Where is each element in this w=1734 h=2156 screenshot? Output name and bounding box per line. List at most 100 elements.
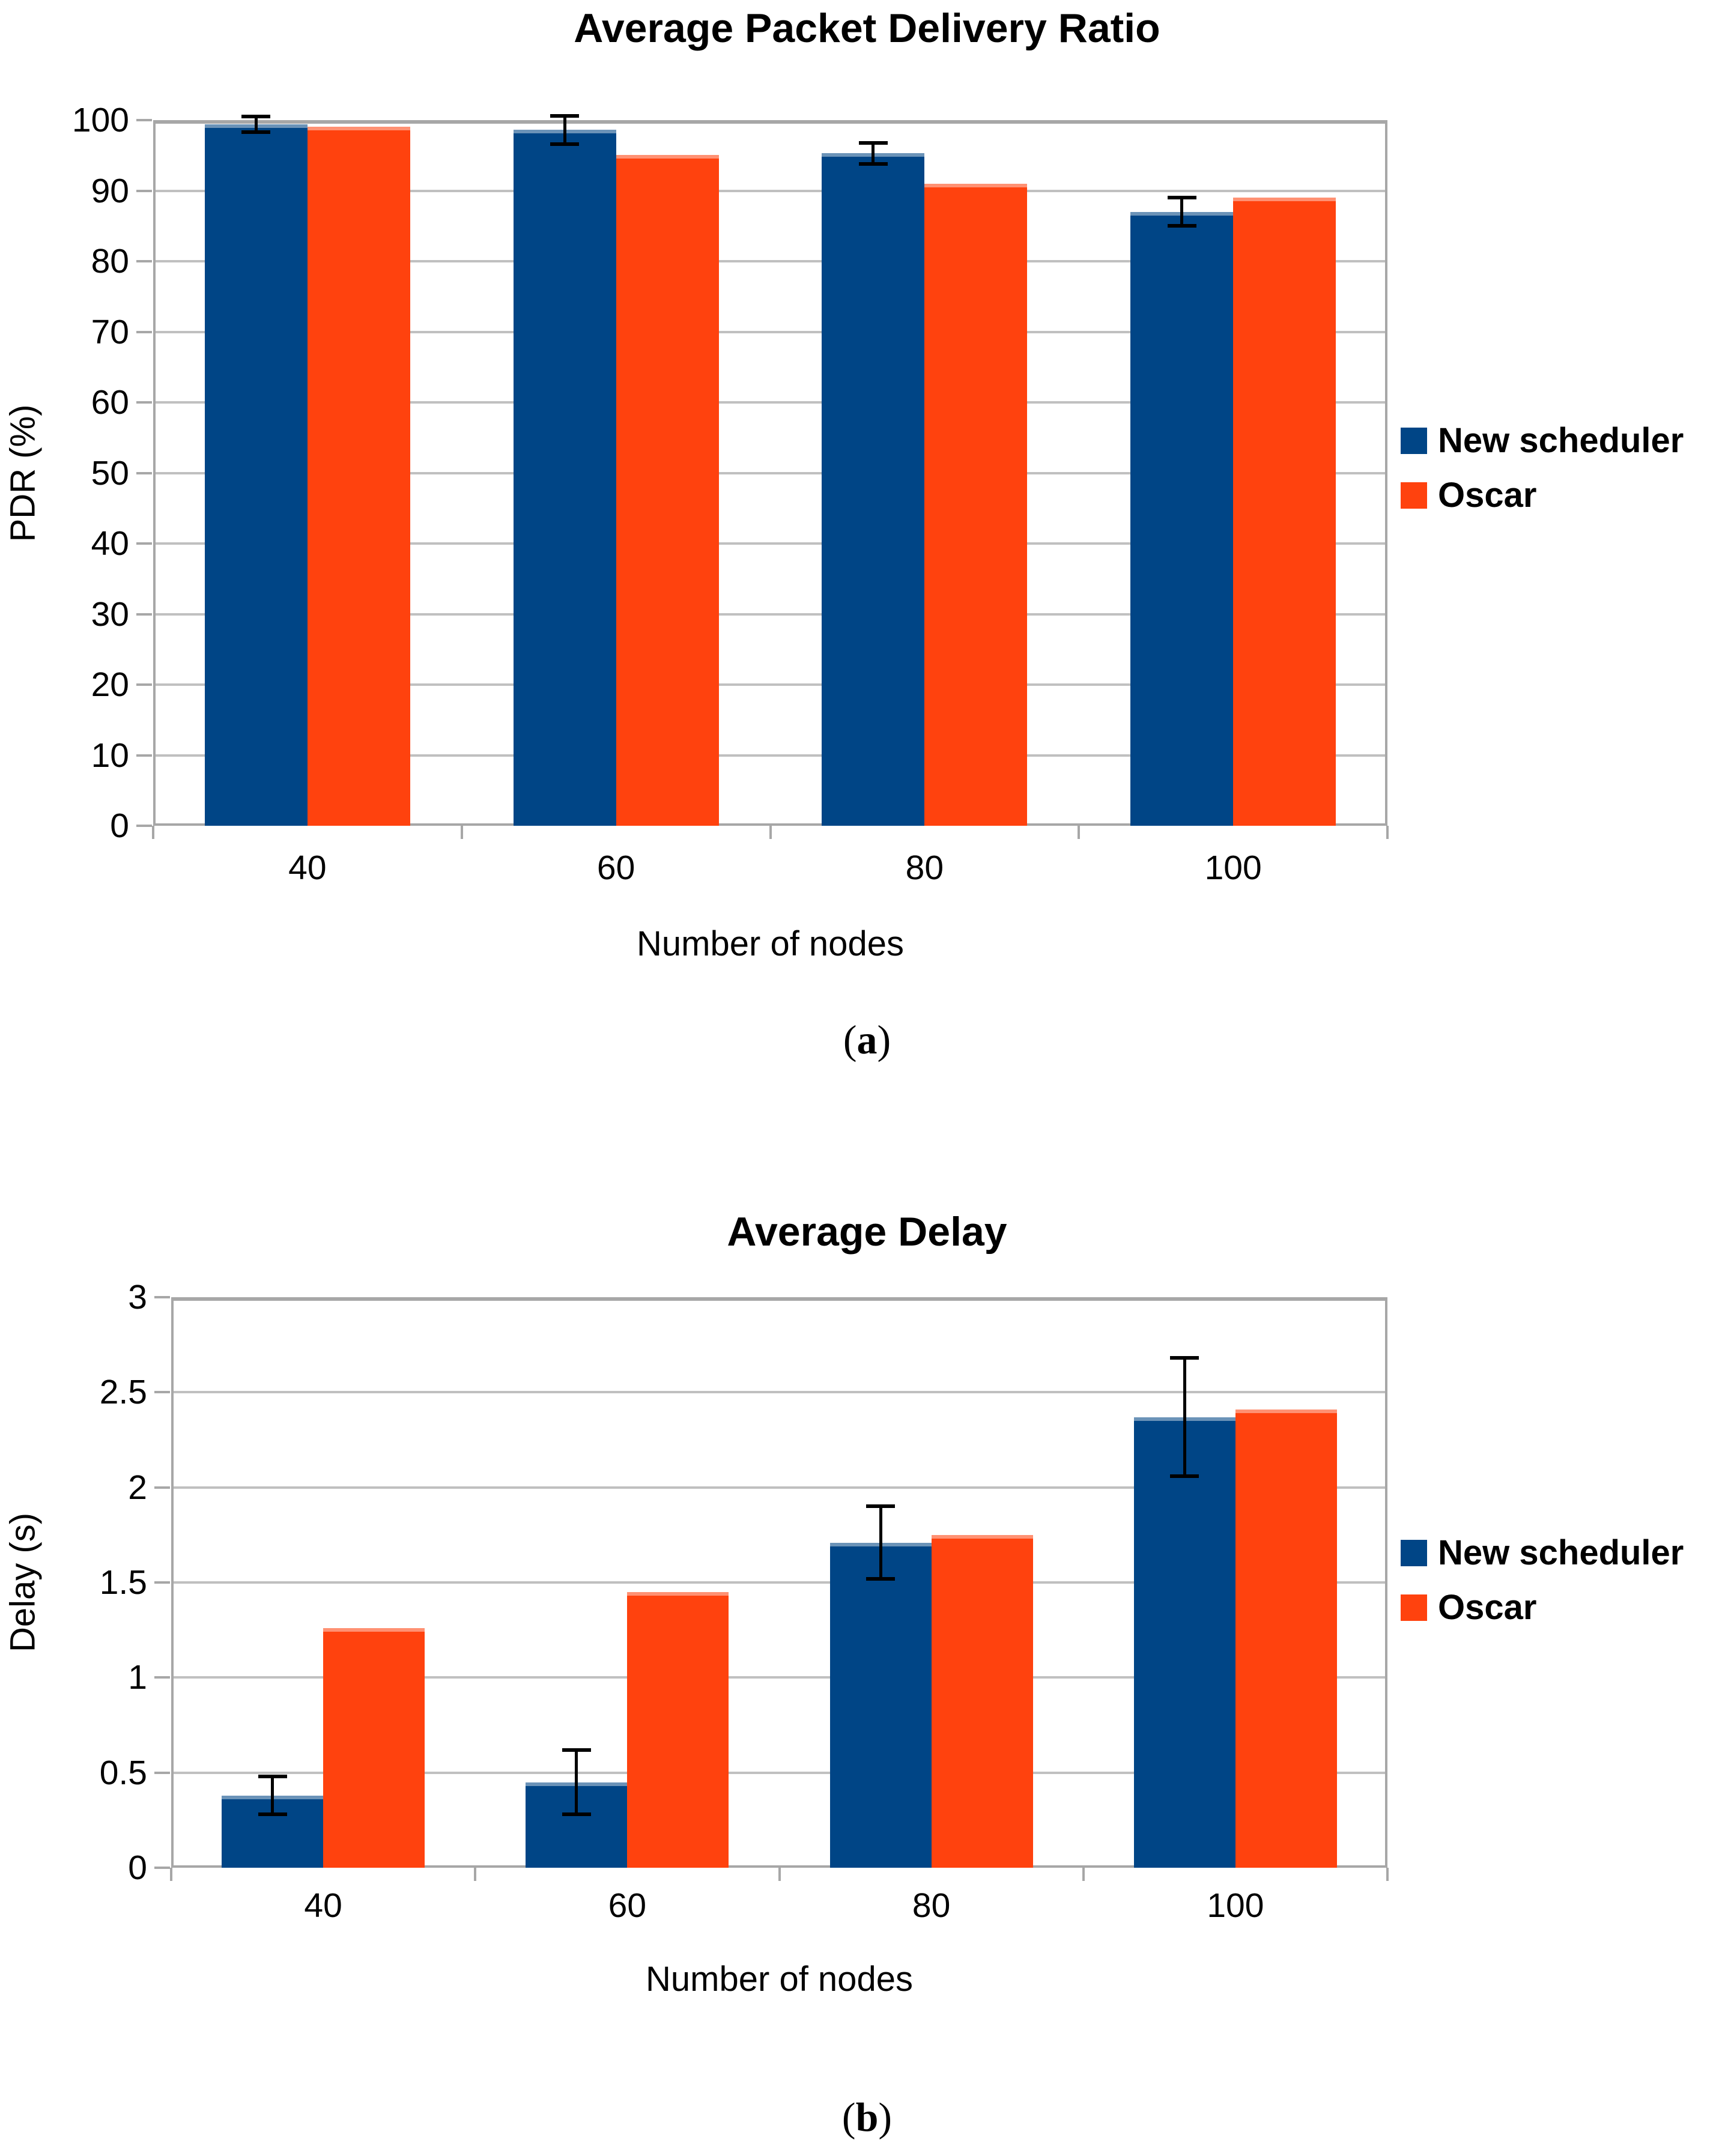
chart-a-plot-area [153, 114, 1387, 826]
error-bar-cap-bottom [858, 162, 888, 166]
plot-border-right [1385, 120, 1387, 826]
x-tick-mark [152, 826, 154, 839]
gridline [153, 330, 1387, 333]
gridline [153, 471, 1387, 474]
plot-border-bottom [153, 823, 1387, 826]
plot-border-left [171, 1297, 174, 1868]
chart-a-x-axis-title: Number of nodes [637, 924, 904, 963]
chart-b-plot-area [171, 1297, 1387, 1868]
y-tick-label: 50 [91, 453, 129, 492]
x-category-label: 60 [596, 849, 635, 887]
bar-top-highlight [307, 126, 410, 130]
y-tick-mark [136, 613, 152, 616]
legend-item: Oscar [1401, 475, 1684, 515]
bar-new-scheduler [204, 124, 308, 826]
legend-swatch [1401, 1594, 1427, 1621]
x-category-label: 40 [288, 849, 327, 887]
gridline [153, 401, 1387, 404]
gridline [153, 542, 1387, 545]
legend-label: Oscar [1438, 1588, 1537, 1627]
x-category-label: 40 [304, 1886, 342, 1925]
chart-a-legend: New scheduler Oscar [1401, 420, 1684, 530]
x-tick-mark [1078, 826, 1081, 839]
y-tick-label: 0 [110, 807, 129, 845]
gridline [153, 189, 1387, 192]
error-bar-cap-top [241, 115, 271, 119]
bar-new-scheduler [1133, 1417, 1235, 1868]
paren-open: ( [843, 1017, 857, 1062]
bar-top-highlight [924, 183, 1028, 187]
y-tick-label: 70 [91, 312, 129, 351]
error-bar-line [1183, 1358, 1186, 1476]
paren-close: ) [878, 2094, 893, 2140]
y-tick-mark [136, 119, 152, 121]
x-tick-mark [460, 826, 463, 839]
y-tick-mark [136, 330, 152, 333]
bar-oscar [307, 126, 410, 826]
error-bar-cap-bottom [258, 1812, 287, 1817]
error-bar-cap-top [1167, 196, 1196, 200]
bar-oscar [924, 183, 1028, 826]
plot-border-top [171, 1297, 1387, 1301]
y-tick-label: 100 [71, 101, 129, 139]
bar-new-scheduler [1130, 211, 1234, 826]
x-category-label: 100 [1207, 1886, 1264, 1925]
error-bar-cap-top [1170, 1356, 1199, 1360]
legend-item: New scheduler [1401, 420, 1684, 461]
y-tick-label: 80 [91, 242, 129, 280]
y-tick-mark [136, 260, 152, 262]
chart-a-title: Average Packet Delivery Ratio [574, 5, 1160, 51]
y-tick-mark [154, 1296, 170, 1298]
legend-swatch [1401, 1539, 1427, 1566]
error-bar-cap-top [866, 1504, 896, 1509]
y-tick-mark [136, 189, 152, 192]
gridline [153, 260, 1387, 262]
chart-b-x-axis-title: Number of nodes [646, 1960, 913, 1999]
y-tick-label: 30 [91, 595, 129, 634]
legend-label: New scheduler [1438, 1533, 1684, 1572]
gridline [171, 1391, 1387, 1394]
bar-top-highlight [627, 1591, 729, 1596]
error-bar-cap-bottom [550, 142, 580, 146]
x-category-label: 60 [608, 1886, 647, 1925]
plot-border-left [153, 120, 156, 826]
error-bar-cap-top [550, 114, 580, 118]
error-bar-line [271, 1776, 274, 1815]
sublabel-letter: a [856, 1017, 878, 1062]
bar-new-scheduler [822, 153, 925, 826]
x-tick-mark [778, 1868, 781, 1881]
legend-label: Oscar [1438, 476, 1537, 515]
bar-oscar [931, 1534, 1033, 1868]
bar-top-highlight [616, 154, 719, 159]
gridline [171, 1581, 1387, 1584]
y-tick-mark [154, 1486, 170, 1489]
x-category-label: 80 [905, 849, 944, 887]
chart-b-y-axis-title: Delay (s) [3, 1512, 43, 1653]
bar-oscar [627, 1591, 729, 1868]
bar-top-highlight [1235, 1409, 1337, 1413]
gridline [153, 754, 1387, 757]
y-tick-label: 1 [128, 1658, 147, 1697]
bar-oscar [1233, 198, 1336, 826]
chart-b-title: Average Delay [727, 1209, 1007, 1255]
error-bar-cap-top [562, 1748, 591, 1752]
bar-new-scheduler [513, 130, 616, 826]
error-bar-cap-bottom [562, 1812, 591, 1817]
error-bar-cap-top [258, 1775, 287, 1778]
y-tick-label: 3 [128, 1278, 147, 1316]
y-tick-label: 0 [128, 1849, 147, 1887]
bar-new-scheduler [829, 1542, 932, 1868]
error-bar-cap-bottom [866, 1576, 896, 1581]
y-tick-mark [154, 1391, 170, 1394]
y-tick-label: 40 [91, 524, 129, 563]
bar-oscar [1235, 1409, 1337, 1868]
y-tick-label: 10 [91, 736, 129, 775]
legend-swatch [1401, 427, 1427, 454]
error-bar-cap-bottom [241, 130, 271, 134]
bar-oscar [323, 1628, 425, 1868]
gridline [171, 1771, 1387, 1774]
y-tick-mark [154, 1867, 170, 1869]
y-tick-label: 2.5 [99, 1373, 147, 1412]
legend-label: New scheduler [1438, 421, 1684, 460]
x-tick-mark [1386, 826, 1389, 839]
